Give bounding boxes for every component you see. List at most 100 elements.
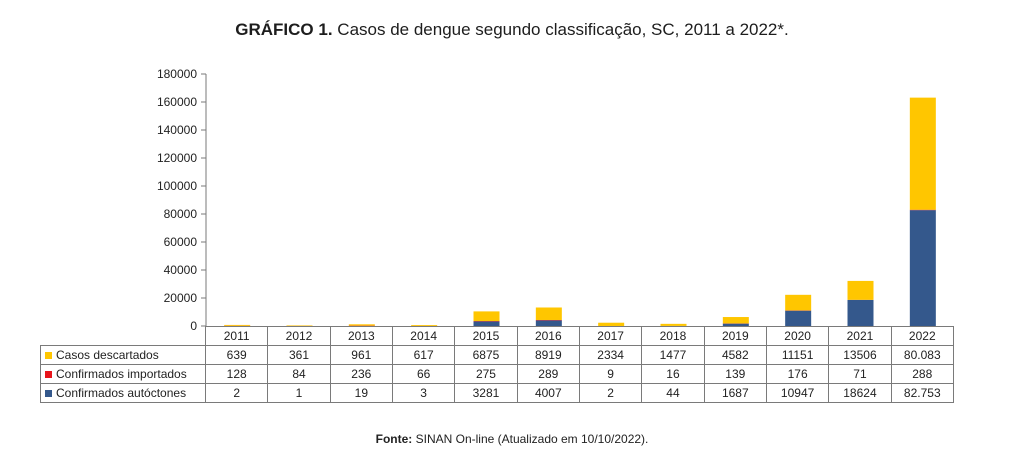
data-label: 9 — [578, 364, 643, 384]
bar-segment — [473, 311, 500, 322]
table-row: Confirmados autóctones 2 1 19 3 3281 4007 2 44 16… — [40, 383, 954, 403]
chart-title-prefix: GRÁFICO 1. — [235, 20, 333, 39]
data-label: 1687 — [703, 383, 767, 403]
data-label: 3 — [391, 383, 456, 403]
y-tick-label: 140000 — [157, 123, 197, 137]
chart-title: GRÁFICO 1. Casos de dengue segundo class… — [0, 20, 1024, 40]
data-label: 4007 — [516, 383, 580, 403]
legend-label: Confirmados importados — [56, 367, 187, 381]
y-tick-label: 100000 — [157, 179, 197, 193]
y-tick-label: 0 — [190, 319, 197, 330]
data-label: 71 — [828, 364, 892, 384]
y-tick-label: 180000 — [157, 67, 197, 81]
data-label: 128 — [204, 364, 269, 384]
data-label: 80.083 — [890, 345, 954, 365]
bar-segment — [722, 323, 749, 326]
data-label: 2 — [204, 383, 269, 403]
y-tick-label: 80000 — [164, 207, 198, 221]
bar-segment — [722, 317, 749, 324]
data-label: 82.753 — [890, 383, 954, 403]
data-label: 961 — [329, 345, 393, 365]
data-table: 2011 2012 2013 2014 2015 2016 2017 2018 2019 2020… — [40, 326, 954, 403]
data-label: 19 — [329, 383, 393, 403]
x-tick-label: 2012 — [267, 326, 331, 346]
legend-swatch — [45, 371, 52, 379]
bar-segment — [598, 322, 625, 326]
bar-segment — [660, 323, 687, 326]
data-label: 8919 — [516, 345, 580, 365]
x-tick-label: 2014 — [391, 326, 456, 346]
data-label: 2 — [578, 383, 643, 403]
bar-segment — [847, 299, 874, 326]
source-note: Fonte: SINAN On-line (Atualizado em 10/1… — [0, 432, 1024, 446]
bar-segment — [785, 294, 812, 311]
x-tick-label: 2015 — [454, 326, 518, 346]
data-label: 176 — [765, 364, 830, 384]
bar-segment — [473, 321, 500, 326]
x-tick-label: 2017 — [578, 326, 643, 346]
source-text: SINAN On-line (Atualizado em 10/10/2022)… — [412, 432, 649, 446]
bar-segment — [224, 324, 251, 326]
data-label: 10947 — [765, 383, 830, 403]
data-label: 6875 — [454, 345, 518, 365]
data-label: 361 — [267, 345, 331, 365]
data-label: 3281 — [454, 383, 518, 403]
legend-label: Confirmados autóctones — [56, 386, 187, 400]
table-corner — [40, 326, 206, 346]
data-label: 2334 — [578, 345, 643, 365]
data-label: 11151 — [765, 345, 830, 365]
data-label: 1 — [267, 383, 331, 403]
x-tick-label: 2018 — [641, 326, 705, 346]
data-label: 289 — [516, 364, 580, 384]
y-tick-label: 60000 — [164, 235, 198, 249]
bar-segment — [535, 320, 562, 326]
data-label: 275 — [454, 364, 518, 384]
chart-title-text: Casos de dengue segundo classificação, S… — [332, 20, 789, 39]
x-tick-label: 2016 — [516, 326, 580, 346]
x-tick-label: 2022 — [890, 326, 954, 346]
y-axis: 0 20000 40000 60000 80000 100000 120000 140000 1… — [157, 67, 207, 330]
bar-segment — [785, 310, 812, 326]
data-label: 617 — [391, 345, 456, 365]
bar-segment — [286, 325, 313, 326]
x-tick-label: 2019 — [703, 326, 767, 346]
bar-segment — [847, 280, 874, 300]
x-tick-label: 2011 — [204, 326, 269, 346]
bars — [224, 97, 936, 326]
legend-label: Casos descartados — [56, 348, 159, 362]
data-label: 1477 — [641, 345, 705, 365]
data-label: 639 — [204, 345, 269, 365]
data-label: 4582 — [703, 345, 767, 365]
data-label: 16 — [641, 364, 705, 384]
y-tick-label: 160000 — [157, 95, 197, 109]
bar-segment — [909, 97, 936, 210]
x-tick-label: 2013 — [329, 326, 393, 346]
legend-swatch — [45, 390, 52, 398]
data-label: 288 — [890, 364, 954, 384]
table-row: Confirmados importados 128 84 236 66 275 289 9 1… — [40, 364, 954, 384]
legend-entry: Casos descartados — [40, 345, 206, 365]
data-label: 139 — [703, 364, 767, 384]
y-tick-label: 40000 — [164, 263, 198, 277]
y-tick-label: 20000 — [164, 291, 198, 305]
data-label: 236 — [329, 364, 393, 384]
data-label: 13506 — [828, 345, 892, 365]
legend-entry: Confirmados autóctones — [40, 383, 206, 403]
table-row: Casos descartados 639 361 961 617 6875 8919 233… — [40, 345, 954, 365]
bar-segment — [535, 307, 562, 320]
x-tick-label: 2021 — [828, 326, 892, 346]
data-label: 44 — [641, 383, 705, 403]
bar-segment — [411, 325, 438, 326]
data-label: 18624 — [828, 383, 892, 403]
x-tick-label: 2020 — [765, 326, 830, 346]
bar-segment — [909, 210, 936, 326]
stacked-bar-chart: 0 20000 40000 60000 80000 100000 120000 140000 1… — [157, 67, 936, 330]
table-header-row: 2011 2012 2013 2014 2015 2016 2017 2018 2019 2020… — [40, 326, 954, 346]
source-prefix: Fonte: — [375, 432, 413, 446]
y-tick-label: 120000 — [157, 151, 197, 165]
legend-entry: Confirmados importados — [40, 364, 206, 384]
data-label: 66 — [391, 364, 456, 384]
data-label: 84 — [267, 364, 331, 384]
bar-segment — [348, 324, 375, 326]
legend-swatch — [45, 352, 52, 360]
